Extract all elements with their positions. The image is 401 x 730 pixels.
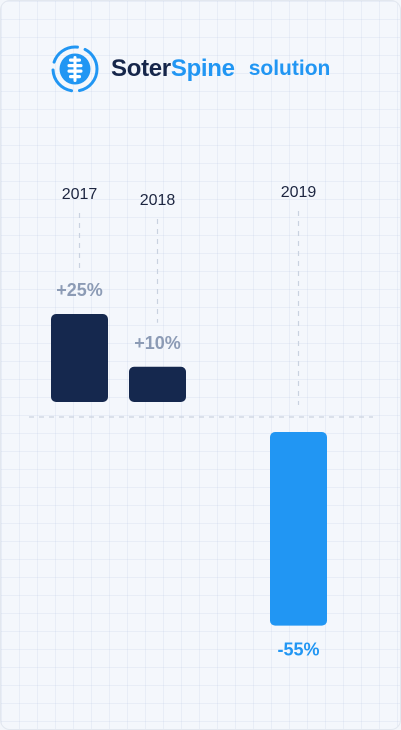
year-label-2019: 2019 [281, 184, 317, 201]
guide-lines [80, 211, 299, 405]
bar-2019 [270, 432, 327, 626]
year-label-2017: 2017 [62, 186, 98, 203]
value-label-2019: -55% [277, 640, 319, 660]
year-labels: 2017 2018 2019 [62, 184, 317, 209]
bar-2017 [51, 314, 108, 402]
bars [51, 314, 327, 626]
value-label-2018: +10% [134, 333, 181, 353]
year-label-2018: 2018 [140, 192, 176, 209]
bar-2018 [129, 367, 186, 402]
value-label-2017: +25% [56, 280, 103, 300]
